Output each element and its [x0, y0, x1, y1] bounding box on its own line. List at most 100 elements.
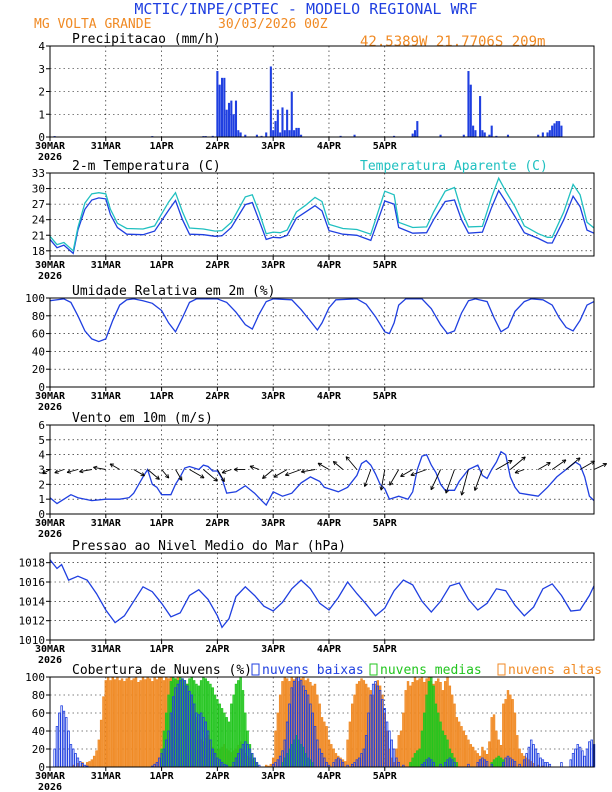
cloud-bar	[418, 748, 421, 768]
cloud-bar	[488, 741, 491, 768]
precip-bar	[506, 134, 510, 137]
series-line	[49, 189, 595, 255]
cloud-bar	[434, 703, 438, 768]
y-tick-label: 20	[32, 743, 45, 756]
x-tick-label: 1APR	[150, 260, 175, 271]
cloud-bar	[495, 757, 498, 768]
precip-bar	[469, 84, 472, 137]
precip-bar	[555, 121, 558, 137]
precip-bar	[411, 133, 414, 137]
cloud-bar	[511, 699, 514, 768]
cloud-bar	[474, 750, 477, 768]
wind-arrow-head	[400, 472, 405, 477]
x-tick-label: 3APR	[261, 518, 286, 529]
wind-arrow	[285, 469, 302, 476]
x-tick-label: 5APR	[373, 644, 398, 655]
x-tick-label: 4APR	[317, 260, 342, 271]
x-tick-label: 4APR	[317, 141, 342, 152]
panel-title: Pressao ao Nivel Medio do Mar (hPa)	[72, 539, 346, 554]
cloud-bar	[455, 762, 459, 768]
precip-bar	[274, 121, 277, 137]
cloud-bar	[406, 681, 410, 768]
wind-arrow-head	[249, 465, 255, 470]
wind-arrow	[345, 456, 358, 470]
cloud-bar	[543, 762, 547, 768]
precip-bar	[269, 66, 272, 137]
x-tick-label: 3APR	[261, 771, 286, 782]
x-tick-label: 4APR	[317, 644, 342, 655]
precip-bar	[260, 135, 263, 137]
y-tick-label: 0	[38, 508, 45, 521]
cloud-bar	[571, 753, 575, 768]
cloud-bar	[95, 750, 98, 768]
year-label: 2026	[38, 152, 62, 163]
cloud-bar	[437, 712, 440, 768]
wind-arrow-head	[460, 491, 465, 496]
wind-arrow-head	[430, 485, 435, 491]
y-tick-label: 33	[32, 167, 45, 180]
precip-bar	[276, 109, 279, 137]
precip-bar	[495, 135, 498, 137]
precip-bar	[416, 121, 419, 137]
y-tick-label: 21	[32, 229, 45, 242]
cloud-bar	[223, 712, 226, 768]
panel-title: Vento em 10m (m/s)	[72, 411, 213, 426]
y-tick-label: 27	[32, 198, 45, 211]
wind-arrow	[400, 469, 413, 477]
x-tick-label: 1APR	[150, 391, 175, 402]
wind-arrow	[93, 466, 106, 470]
wind-arrow	[551, 459, 567, 470]
wind-arrow	[474, 469, 483, 491]
x-tick-label: 2APR	[205, 644, 230, 655]
cloud-bar	[90, 759, 94, 768]
precip-bar	[551, 125, 554, 137]
series-line	[49, 450, 595, 507]
cloud-bar	[227, 721, 231, 768]
cloud-bar	[109, 680, 112, 768]
panel-title: Cobertura de Nuvens (%)	[72, 663, 252, 678]
cloud-bar	[497, 755, 500, 768]
y-tick-label: 40	[32, 725, 45, 738]
wind-arrow	[565, 457, 581, 470]
panel-6: 0 20 40 60 80 100 30MAR 31MAR 1APR 2APR 3APR 4APR 5A…	[25, 663, 602, 792]
precip-bar	[297, 127, 300, 137]
cloud-bar	[155, 679, 159, 768]
legend-swatch	[251, 663, 260, 676]
x-tick-label: 2APR	[205, 260, 230, 271]
cloud-bar	[232, 694, 235, 768]
panel-title: Umidade Relativa em 2m (%)	[72, 284, 276, 299]
wind-arrow	[445, 469, 455, 494]
panel-title: Precipitacao (mm/h)	[72, 32, 221, 47]
cloud-bar	[144, 679, 147, 768]
precip-bar	[553, 123, 556, 137]
cloud-bar	[344, 761, 347, 768]
cloud-bar	[585, 748, 589, 768]
series-line	[49, 176, 595, 253]
cloud-bar	[139, 680, 142, 768]
y-tick-label: 4	[38, 449, 45, 462]
cloud-bar	[276, 712, 280, 768]
x-tick-label: 1APR	[150, 771, 175, 782]
x-tick-label: 4APR	[317, 771, 342, 782]
precip-bar	[230, 100, 233, 137]
x-tick-label: 1APR	[150, 141, 175, 152]
precip-bar	[283, 130, 286, 137]
legend-entry: nuvens baixas	[262, 663, 364, 678]
y-tick-label: 100	[25, 671, 45, 684]
y-tick-label: 1	[38, 108, 45, 121]
precip-bar	[481, 130, 484, 137]
y-tick-label: 0	[38, 381, 45, 394]
wind-arrow-head	[473, 486, 478, 491]
cloud-bar	[158, 676, 161, 768]
cloud-bar	[69, 744, 73, 768]
cloud-bar	[141, 676, 145, 768]
cloud-bar	[127, 676, 131, 768]
wind-arrow	[273, 469, 288, 478]
x-tick-label: 5APR	[373, 391, 398, 402]
cloud-bar	[116, 676, 119, 768]
precip-bar	[339, 135, 342, 137]
precip-bar	[541, 132, 544, 137]
wind-arrow	[109, 463, 120, 470]
cloud-bar	[218, 703, 221, 768]
wind-arrow-head	[233, 467, 238, 472]
